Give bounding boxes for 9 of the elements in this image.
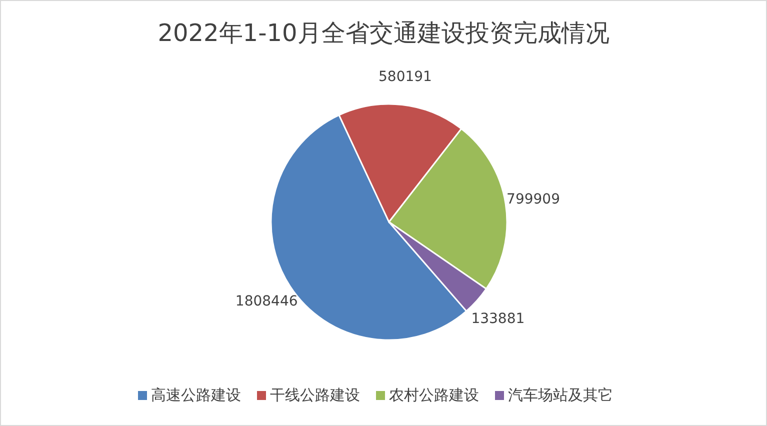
data-label: 580191 bbox=[378, 68, 432, 85]
legend-label: 农村公路建设 bbox=[389, 386, 479, 404]
legend-label: 汽车场站及其它 bbox=[508, 386, 613, 404]
data-label: 133881 bbox=[471, 311, 525, 328]
legend-label: 高速公路建设 bbox=[151, 386, 241, 404]
chart-title: 2022年1-10月全省交通建设投资完成情况 bbox=[156, 18, 610, 49]
data-label: 799909 bbox=[506, 192, 560, 208]
data-label: 1808446 bbox=[235, 294, 298, 310]
legend-label: 干线公路建设 bbox=[270, 386, 360, 404]
